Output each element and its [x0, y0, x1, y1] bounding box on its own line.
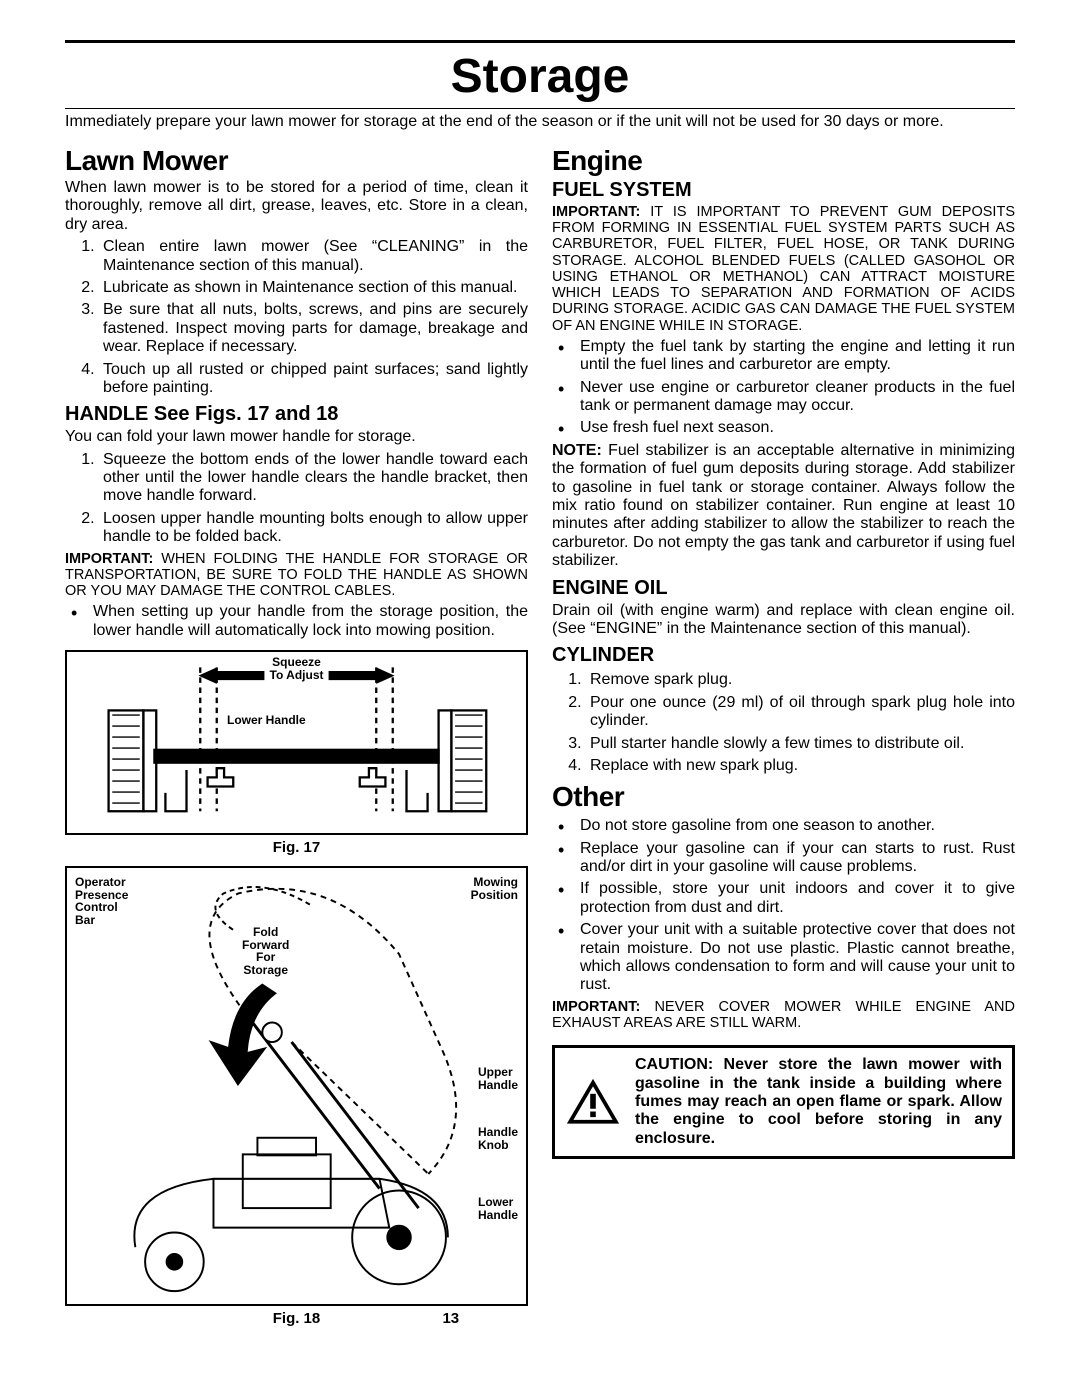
other-bullet: Do not store gasoline from one season to… [552, 817, 1015, 835]
figure-18-svg [75, 876, 518, 1296]
warning-icon [565, 1077, 621, 1127]
other-bullets: Do not store gasoline from one season to… [552, 817, 1015, 995]
lawn-mower-steps: Clean entire lawn mower (See “CLEANING” … [65, 238, 528, 397]
fuel-important: IMPORTANT: IT IS IMPORTANT TO PREVENT GU… [552, 204, 1015, 334]
other-bullet: If possible, store your unit indoors and… [552, 880, 1015, 917]
cyl-step: Pull starter handle slowly a few times t… [586, 735, 1015, 753]
cyl-step: Replace with new spark plug. [586, 757, 1015, 775]
fig17-label-squeeze: SqueezeTo Adjust [67, 656, 526, 681]
heading-fuel-system: FUEL SYSTEM [552, 179, 1015, 202]
lm-step: Lubricate as shown in Maintenance sectio… [99, 279, 528, 297]
page-title: Storage [65, 49, 1015, 104]
heading-engine: Engine [552, 145, 1015, 177]
fig17-caption: Fig. 17 [65, 839, 528, 856]
caution-text: CAUTION: Never store the lawn mower with… [635, 1056, 1002, 1148]
other-important: IMPORTANT: NEVER COVER MOWER WHILE ENGIN… [552, 999, 1015, 1031]
handle-important: IMPORTANT: WHEN FOLDING THE HANDLE FOR S… [65, 551, 528, 600]
rule-top [65, 40, 1015, 43]
other-bullet: Replace your gasoline can if your can st… [552, 840, 1015, 877]
fuel-important-text: IT IS IMPORTANT TO PREVENT GUM DEPOSITS … [552, 204, 1015, 334]
fig17-label-lower: Lower Handle [227, 714, 306, 727]
fig18-label-lower: LowerHandle [478, 1196, 518, 1221]
left-column: Lawn Mower When lawn mower is to be stor… [65, 139, 528, 1327]
lm-step: Be sure that all nuts, bolts, screws, an… [99, 301, 528, 356]
cyl-step: Pour one ounce (29 ml) of oil through sp… [586, 694, 1015, 731]
heading-handle: HANDLE See Figs. 17 and 18 [65, 403, 528, 426]
fuel-bullet: Empty the fuel tank by starting the engi… [552, 338, 1015, 375]
fig18-label-opc: OperatorPresenceControlBar [75, 876, 128, 926]
lawn-mower-intro: When lawn mower is to be stored for a pe… [65, 179, 528, 234]
fig18-label-knob: HandleKnob [478, 1126, 518, 1151]
handle-steps: Squeeze the bottom ends of the lower han… [65, 451, 528, 547]
intro-text: Immediately prepare your lawn mower for … [65, 113, 1015, 131]
fuel-note: NOTE: Fuel stabilizer is an acceptable a… [552, 442, 1015, 571]
fig18-label-upper: UpperHandle [478, 1066, 518, 1091]
rule-thin [65, 108, 1015, 109]
page-number: 13 [374, 1310, 528, 1327]
other-bullet: Cover your unit with a suitable protecti… [552, 921, 1015, 995]
handle-step: Squeeze the bottom ends of the lower han… [99, 451, 528, 506]
cyl-step: Remove spark plug. [586, 671, 1015, 689]
handle-step: Loosen upper handle mounting bolts enoug… [99, 510, 528, 547]
caution-box: CAUTION: Never store the lawn mower with… [552, 1045, 1015, 1159]
fig18-label-fold: FoldForwardForStorage [242, 926, 289, 976]
handle-bullet-list: When setting up your handle from the sto… [65, 603, 528, 640]
right-column: Engine FUEL SYSTEM IMPORTANT: IT IS IMPO… [552, 139, 1015, 1327]
fuel-bullet: Use fresh fuel next season. [552, 419, 1015, 437]
lm-step: Touch up all rusted or chipped paint sur… [99, 361, 528, 398]
lm-step: Clean entire lawn mower (See “CLEANING” … [99, 238, 528, 275]
fuel-note-text: Fuel stabilizer is an acceptable alterna… [552, 442, 1015, 569]
cylinder-steps: Remove spark plug. Pour one ounce (29 ml… [552, 671, 1015, 775]
heading-cylinder: CYLINDER [552, 644, 1015, 667]
figure-18: OperatorPresenceControlBar MowingPositio… [65, 866, 528, 1306]
fuel-bullets: Empty the fuel tank by starting the engi… [552, 338, 1015, 438]
figure-17: SqueezeTo Adjust Lower Handle [65, 650, 528, 835]
engine-oil-body: Drain oil (with engine warm) and replace… [552, 602, 1015, 639]
fuel-bullet: Never use engine or carburetor cleaner p… [552, 379, 1015, 416]
handle-bullet: When setting up your handle from the sto… [65, 603, 528, 640]
fig18-label-mowing: MowingPosition [471, 876, 518, 901]
heading-engine-oil: ENGINE OIL [552, 577, 1015, 600]
handle-intro: You can fold your lawn mower handle for … [65, 428, 528, 446]
figure-17-svg [75, 660, 518, 825]
heading-lawn-mower: Lawn Mower [65, 145, 528, 177]
heading-other: Other [552, 781, 1015, 813]
fig18-caption: Fig. 18 [219, 1310, 373, 1327]
